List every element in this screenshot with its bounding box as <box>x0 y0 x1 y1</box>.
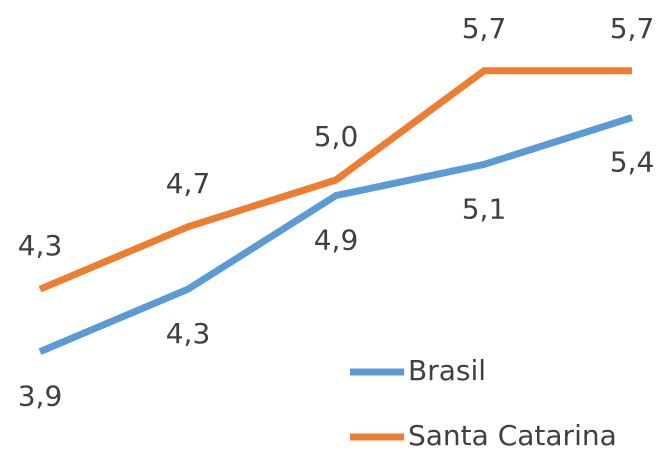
data-label: 5,1 <box>462 192 507 225</box>
series-line <box>38 67 632 293</box>
data-label: 4,3 <box>166 317 211 350</box>
legend-label: Santa Catarina <box>408 419 617 452</box>
data-label: 5,7 <box>610 12 655 45</box>
data-label: 5,7 <box>462 12 507 45</box>
legend-label: Brasil <box>408 354 486 387</box>
data-label: 4,7 <box>166 167 211 200</box>
data-label: 4,3 <box>18 229 63 262</box>
data-label: 3,9 <box>18 380 63 413</box>
data-label: 5,4 <box>610 146 655 179</box>
series-line <box>38 114 634 355</box>
data-label: 4,9 <box>314 224 359 257</box>
data-label: 5,0 <box>314 120 359 153</box>
